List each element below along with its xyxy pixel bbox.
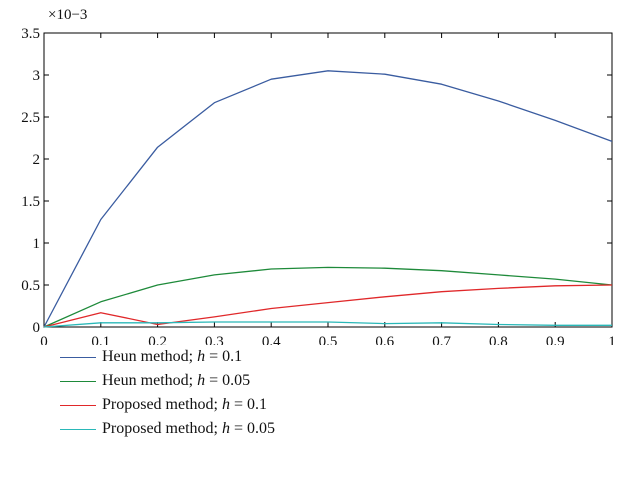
series-line-1 — [43, 266, 613, 328]
series-line-0 — [43, 70, 613, 328]
x-tick-label: 0.9 — [546, 334, 565, 345]
x-tick-label: 0.3 — [205, 334, 224, 345]
plot-frame — [43, 32, 613, 328]
series-line-2 — [43, 284, 613, 328]
y-axis: 0 0.5 1 1.5 2 2.5 3 3.5 — [21, 26, 612, 336]
legend-label-2: Proposed method; h = 0.1 — [102, 396, 268, 413]
series-line-3 — [43, 321, 612, 328]
y-tick-label: 1 — [33, 236, 41, 252]
x-tick-label: 0.5 — [319, 334, 338, 345]
y-tick-label: 3.5 — [21, 26, 40, 42]
y-exponent-label: ×10−3 — [48, 7, 87, 23]
x-tick-label: 0.6 — [375, 334, 394, 345]
y-tick-label: 2.5 — [21, 110, 40, 126]
x-tick-label: 0.4 — [262, 334, 281, 345]
line-chart: 00.511.522.533.5 0 0.1 0.2 0.3 0.4 0.5 0.6 0.7 0… — [21, 7, 616, 345]
legend-swatch-1 — [60, 380, 96, 382]
x-tick-label: 0.7 — [432, 334, 451, 345]
y-tick-label: 1.5 — [21, 194, 40, 210]
x-axis: 0 0.1 0.2 0.3 0.4 0.5 0.6 0.7 0.8 0.9 1 — [40, 33, 616, 345]
legend-label-3: Proposed method; h = 0.05 — [102, 420, 276, 437]
legend-item-2: Proposed method; h = 0.1 — [60, 393, 275, 417]
y-tick-label: 3 — [33, 68, 41, 84]
legend-item-1: Heun method; h = 0.05 — [60, 369, 275, 393]
legend-item-0: Heun method; h = 0.1 — [60, 345, 275, 369]
y-tick-label: 0 — [33, 320, 41, 336]
legend-swatch-0 — [60, 356, 96, 358]
legend-label-1: Heun method; h = 0.05 — [102, 372, 251, 389]
plot-area — [43, 32, 613, 328]
legend-swatch-3 — [60, 428, 96, 430]
legend-label-0: Heun method; h = 0.1 — [102, 348, 243, 365]
x-tick-label: 1 — [608, 334, 616, 345]
y-tick-label: 0.5 — [21, 278, 40, 294]
series-group — [43, 70, 613, 328]
legend-swatch-2 — [60, 404, 96, 406]
x-tick-label: 0.8 — [489, 334, 508, 345]
chart-legend: Heun method; h = 0.1 Heun method; h = 0.… — [60, 345, 275, 441]
y-tick-label: 2 — [33, 152, 41, 168]
x-tick-label: 0.2 — [148, 334, 167, 345]
x-tick-label: 0 — [40, 334, 48, 345]
legend-item-3: Proposed method; h = 0.05 — [60, 417, 275, 441]
x-tick-label: 0.1 — [91, 334, 110, 345]
